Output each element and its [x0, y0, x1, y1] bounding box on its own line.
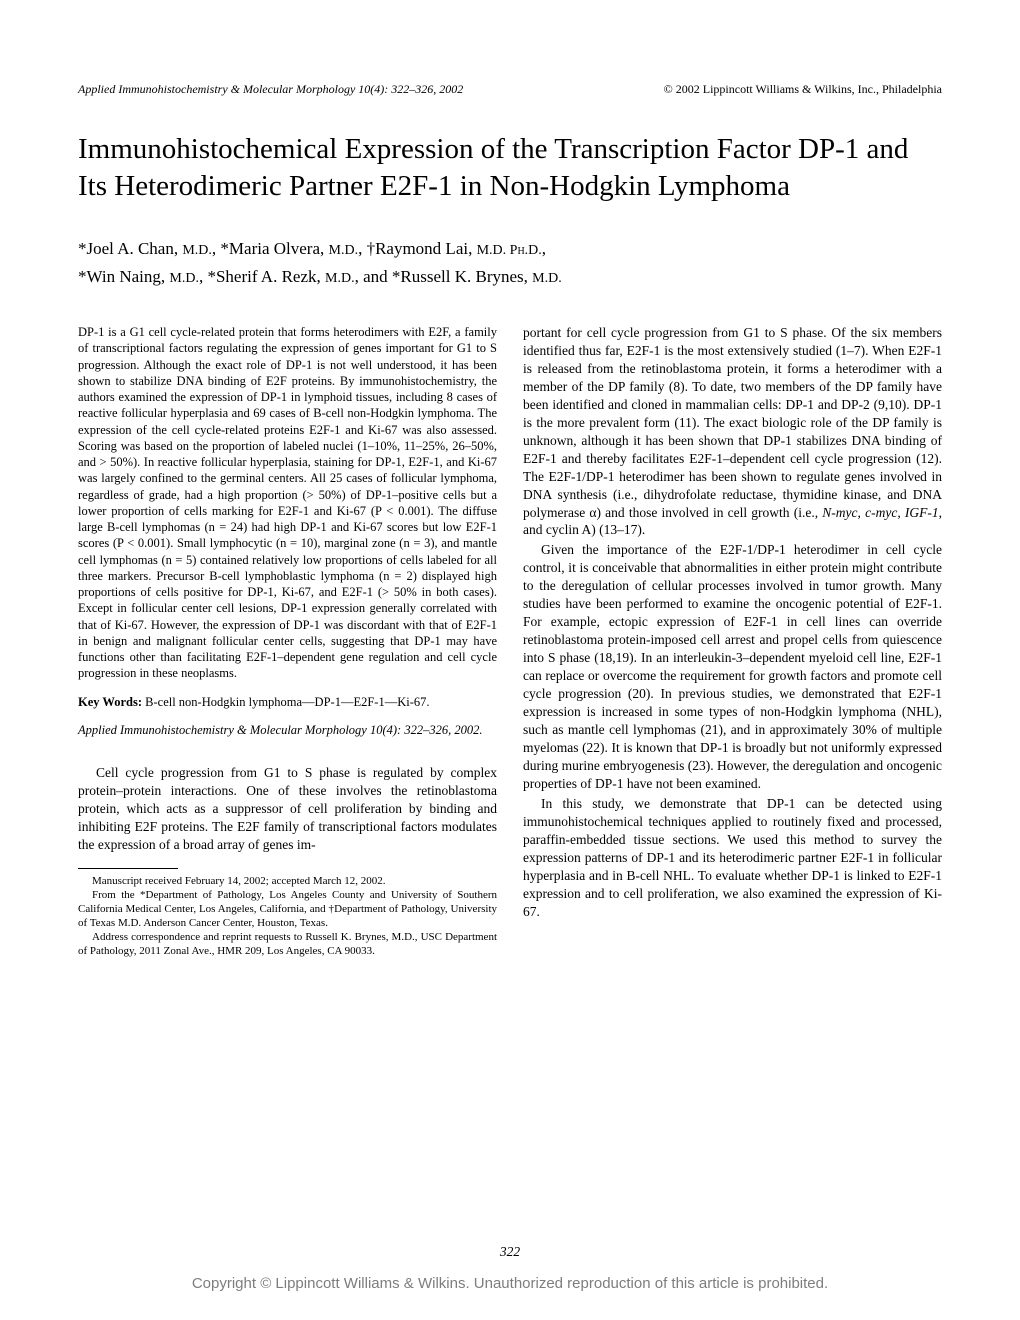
- running-header: Applied Immunohistochemistry & Molecular…: [78, 82, 942, 97]
- author-list: *Joel A. Chan, M.D., *Maria Olvera, M.D.…: [78, 235, 942, 290]
- keywords-label: Key Words:: [78, 695, 142, 709]
- footnote-separator: [78, 868, 178, 869]
- page-number: 322: [0, 1244, 1020, 1260]
- two-column-body: DP-1 is a G1 cell cycle-related protein …: [78, 324, 942, 958]
- abstract: DP-1 is a G1 cell cycle-related protein …: [78, 324, 497, 682]
- footnote-manuscript-dates: Manuscript received February 14, 2002; a…: [78, 874, 497, 888]
- footnote-affiliations: From the *Department of Pathology, Los A…: [78, 888, 497, 930]
- article-citation: Applied Immunohistochemistry & Molecular…: [78, 722, 497, 738]
- footnotes: Manuscript received February 14, 2002; a…: [78, 874, 497, 958]
- left-column: DP-1 is a G1 cell cycle-related protein …: [78, 324, 497, 958]
- authors-line-2: *Win Naing, M.D., *Sherif A. Rezk, M.D.,…: [78, 263, 942, 290]
- keywords-text: B-cell non-Hodgkin lymphoma—DP-1—E2F-1—K…: [142, 695, 429, 709]
- intro-paragraph-1: Cell cycle progression from G1 to S phas…: [78, 764, 497, 854]
- journal-reference: Applied Immunohistochemistry & Molecular…: [78, 82, 463, 97]
- intro-paragraph-2: Given the importance of the E2F-1/DP-1 h…: [523, 541, 942, 792]
- publisher-copyright: © 2002 Lippincott Williams & Wilkins, In…: [664, 82, 942, 97]
- intro-paragraph-1-cont: portant for cell cycle progression from …: [523, 324, 942, 539]
- keywords: Key Words: B-cell non-Hodgkin lymphoma—D…: [78, 694, 497, 710]
- footer-copyright: Copyright © Lippincott Williams & Wilkin…: [0, 1275, 1020, 1292]
- article-title: Immunohistochemical Expression of the Tr…: [78, 131, 942, 205]
- right-column: portant for cell cycle progression from …: [523, 324, 942, 958]
- footnote-correspondence: Address correspondence and reprint reque…: [78, 930, 497, 958]
- intro-paragraph-3: In this study, we demonstrate that DP-1 …: [523, 795, 942, 921]
- authors-line-1: *Joel A. Chan, M.D., *Maria Olvera, M.D.…: [78, 235, 942, 262]
